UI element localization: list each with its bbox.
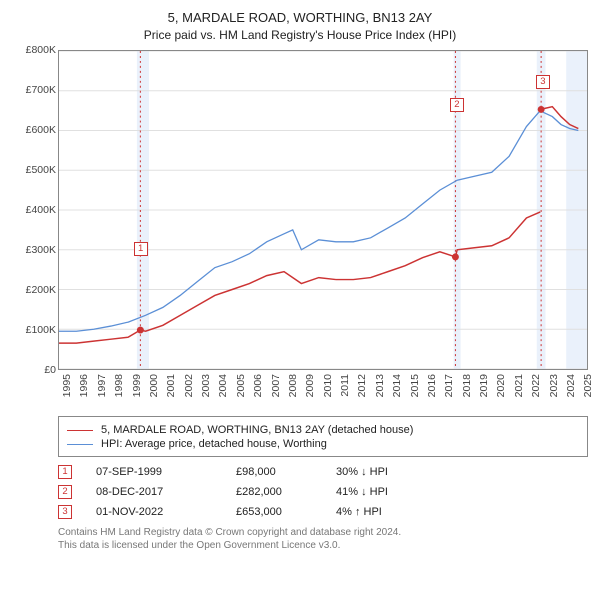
chart-marker-1: 1 [134,242,148,256]
y-tick-label: £300K [26,244,56,256]
title-line-2: Price paid vs. HM Land Registry's House … [12,28,588,42]
transaction-date: 01-NOV-2022 [96,506,236,518]
x-tick-label: 2008 [287,374,299,397]
title-line-1: 5, MARDALE ROAD, WORTHING, BN13 2AY [12,10,588,25]
x-tick-label: 2011 [339,374,351,397]
x-tick-label: 2014 [391,374,403,397]
x-tick-label: 2025 [582,374,594,397]
footer-line-2: This data is licensed under the Open Gov… [58,540,588,551]
x-tick-label: 1996 [78,374,90,397]
x-tick-label: 2003 [200,374,212,397]
x-tick-label: 2019 [478,374,490,397]
x-axis-labels: 1995 1996 1997 1998 1999 2000 2001 2002 2003 2004… [58,372,588,410]
x-tick-label: 2016 [426,374,438,397]
legend-label: HPI: Average price, detached house, Wort… [101,438,327,450]
x-tick-label: 2022 [530,374,542,397]
legend-swatch [67,444,93,445]
x-tick-label: 2010 [322,374,334,397]
x-tick-label: 2024 [565,374,577,397]
y-tick-label: £700K [26,84,56,96]
x-tick-label: 2020 [495,374,507,397]
x-tick-label: 1997 [96,374,108,397]
transaction-date: 08-DEC-2017 [96,486,236,498]
x-tick-label: 2002 [183,374,195,397]
x-tick-label: 1995 [61,374,73,397]
x-tick-label: 2018 [461,374,473,397]
y-tick-label: £0 [44,364,56,376]
chart-title-block: 5, MARDALE ROAD, WORTHING, BN13 2AY Pric… [12,10,588,42]
x-tick-label: 2001 [165,374,177,397]
transaction-delta: 30% ↓ HPI [336,466,446,478]
x-tick-label: 2005 [235,374,247,397]
footer-line-1: Contains HM Land Registry data © Crown c… [58,527,588,538]
transaction-delta: 4% ↑ HPI [336,506,446,518]
legend-item: HPI: Average price, detached house, Wort… [67,438,579,450]
x-tick-label: 2007 [270,374,282,397]
legend-item: 5, MARDALE ROAD, WORTHING, BN13 2AY (det… [67,424,579,436]
x-tick-label: 2004 [217,374,229,397]
transaction-row: 2 08-DEC-2017£282,00041% ↓ HPI [58,485,588,499]
transaction-marker: 3 [58,505,72,519]
x-tick-label: 2017 [443,374,455,397]
footer: Contains HM Land Registry data © Crown c… [58,527,588,551]
transaction-row: 1 07-SEP-1999£98,00030% ↓ HPI [58,465,588,479]
y-tick-label: £500K [26,164,56,176]
transaction-price: £98,000 [236,466,336,478]
y-tick-label: £100K [26,324,56,336]
transaction-date: 07-SEP-1999 [96,466,236,478]
transactions-table: 1 07-SEP-1999£98,00030% ↓ HPI 2 08-DEC-2017… [58,465,588,519]
transaction-delta: 41% ↓ HPI [336,486,446,498]
legend: 5, MARDALE ROAD, WORTHING, BN13 2AY (det… [58,416,588,457]
x-tick-label: 2012 [356,374,368,397]
x-tick-label: 1999 [131,374,143,397]
chart-marker-3: 3 [536,75,550,89]
x-tick-label: 2023 [548,374,560,397]
x-tick-label: 2021 [513,374,525,397]
transaction-price: £653,000 [236,506,336,518]
x-tick-label: 2000 [148,374,160,397]
x-tick-label: 2009 [304,374,316,397]
legend-swatch [67,430,93,431]
x-tick-label: 2015 [409,374,421,397]
transaction-row: 3 01-NOV-2022£653,0004% ↑ HPI [58,505,588,519]
transaction-marker: 2 [58,485,72,499]
legend-label: 5, MARDALE ROAD, WORTHING, BN13 2AY (det… [101,424,413,436]
x-tick-label: 2006 [252,374,264,397]
x-tick-label: 2013 [374,374,386,397]
y-tick-label: £400K [26,204,56,216]
y-tick-label: £800K [26,44,56,56]
y-tick-label: £200K [26,284,56,296]
chart-marker-2: 2 [450,98,464,112]
plot-region: 1 2 3 [58,50,588,370]
plot-svg [59,51,587,369]
chart-area: £0£100K£200K£300K£400K£500K£600K£700K£80… [12,50,588,410]
y-tick-label: £600K [26,124,56,136]
x-tick-label: 1998 [113,374,125,397]
transaction-price: £282,000 [236,486,336,498]
y-axis-labels: £0£100K£200K£300K£400K£500K£600K£700K£80… [12,50,58,370]
transaction-marker: 1 [58,465,72,479]
